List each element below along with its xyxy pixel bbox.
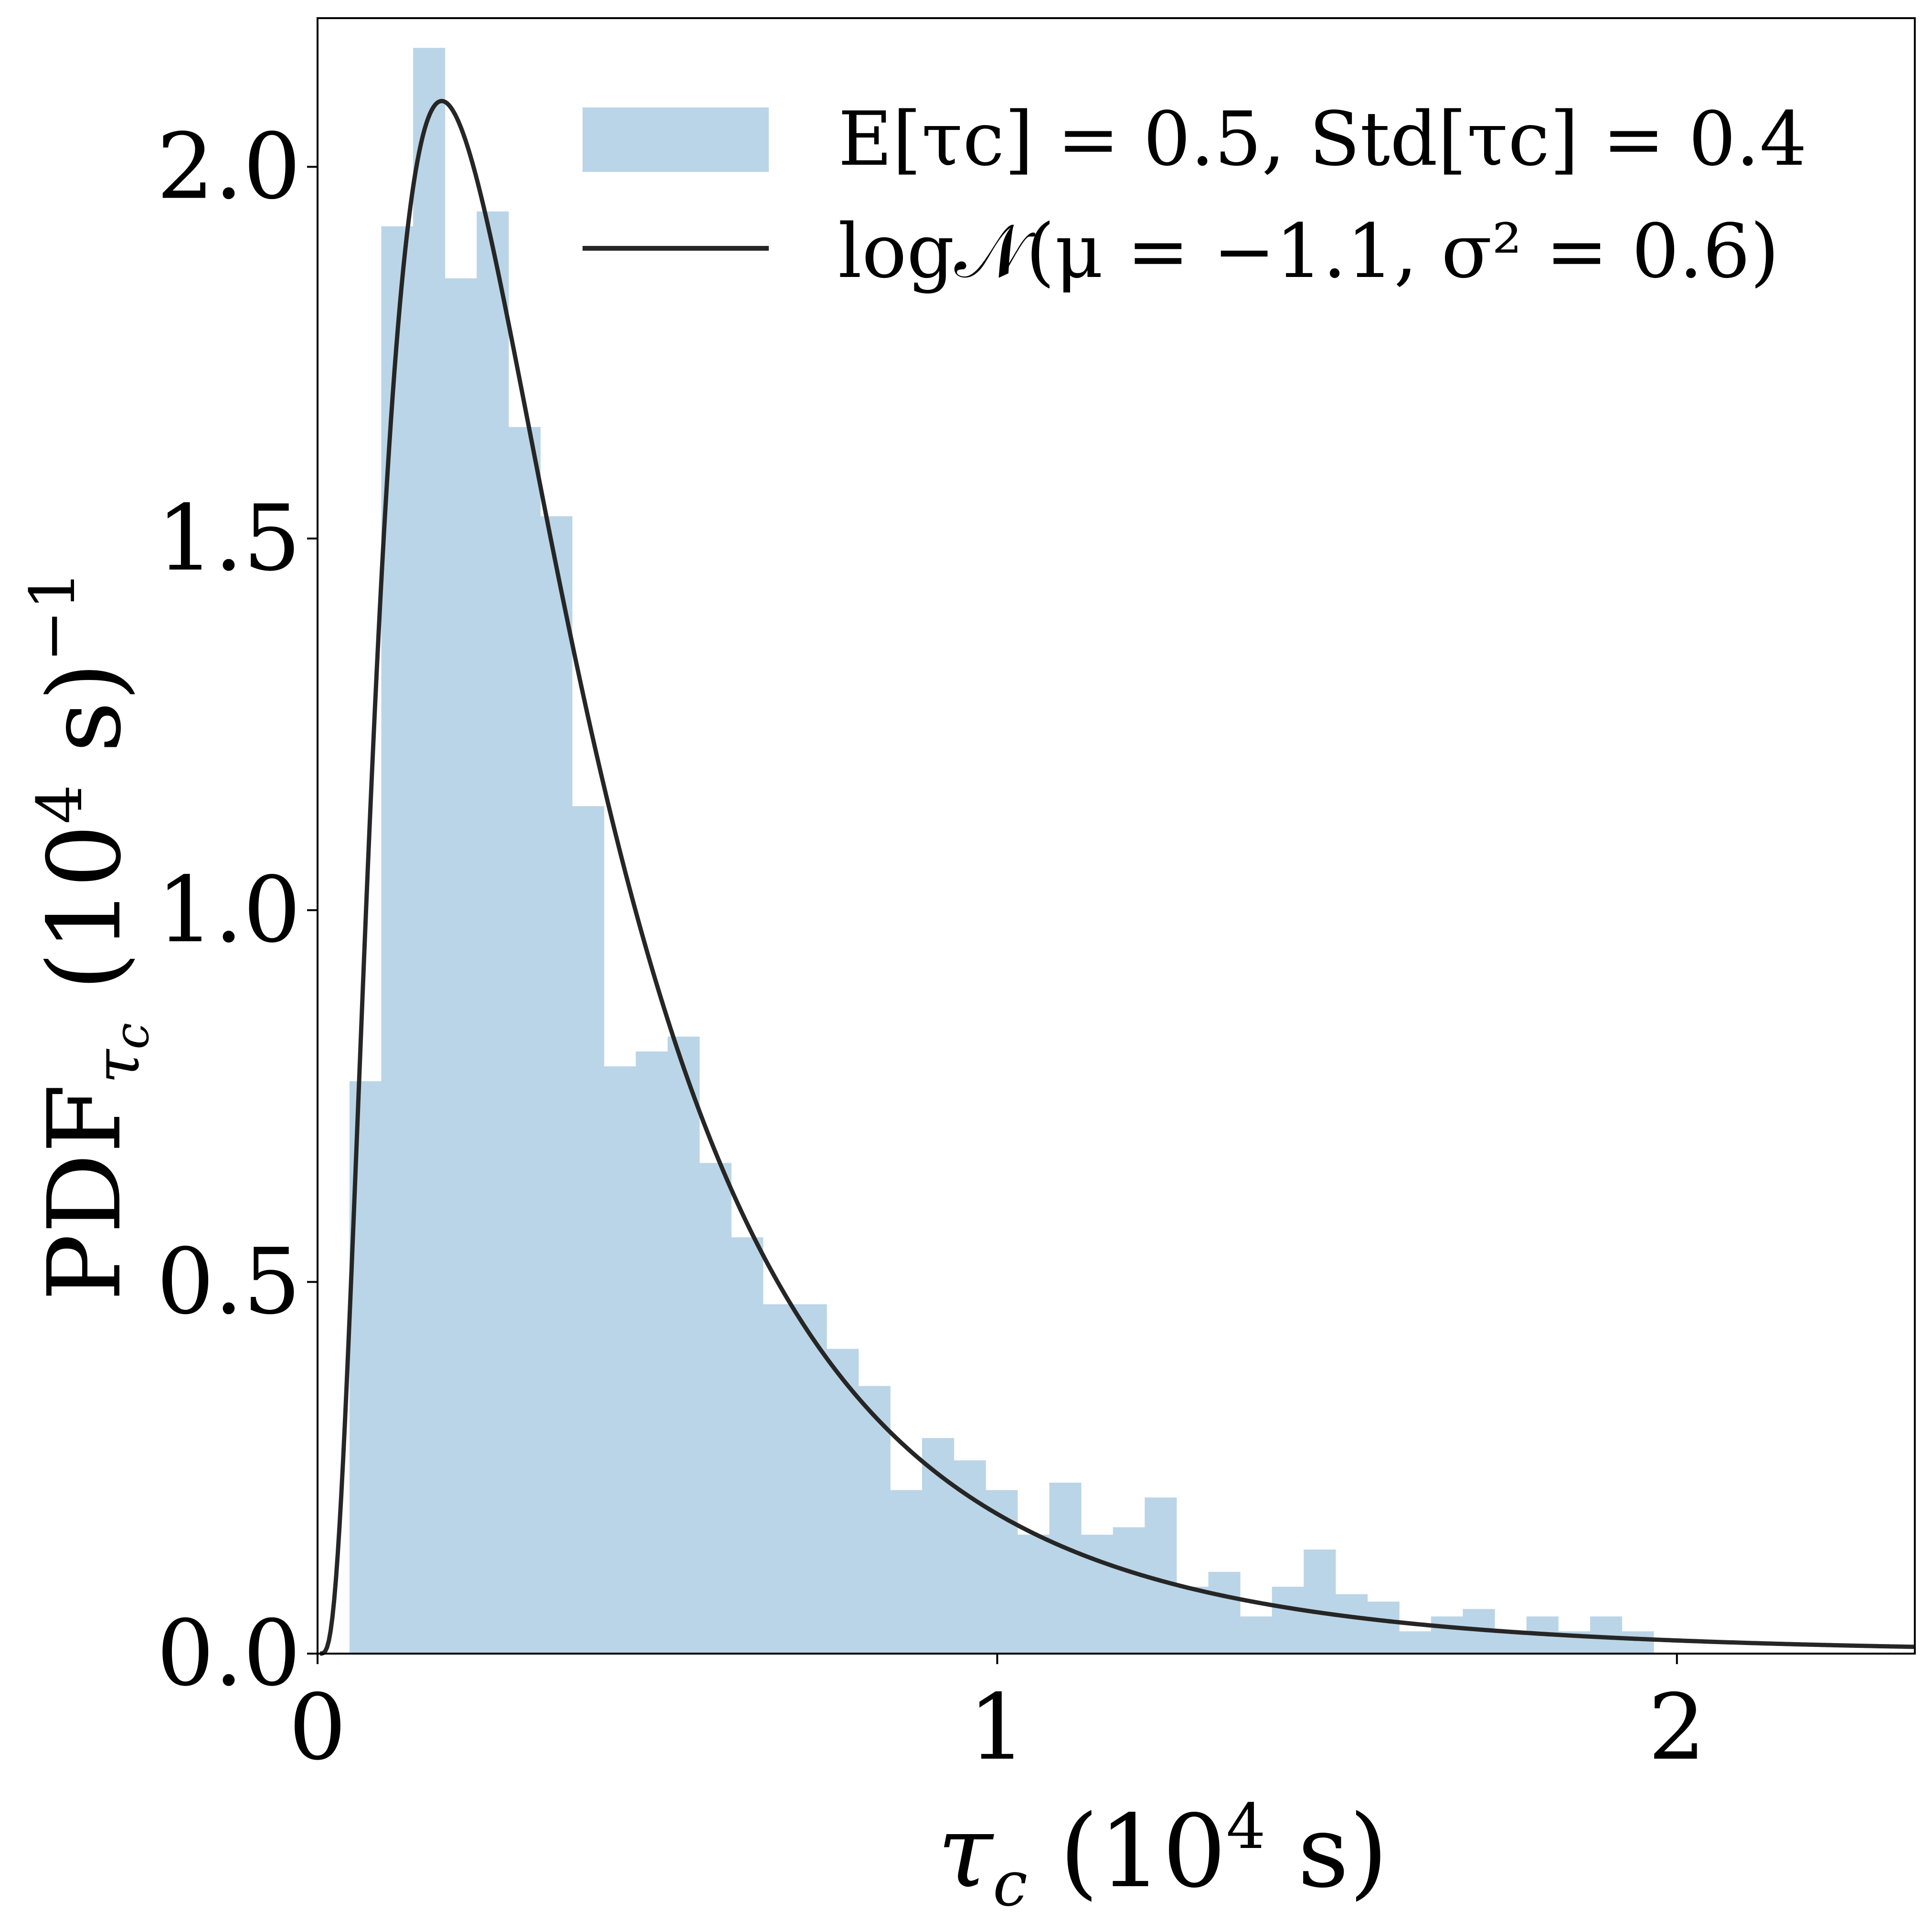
x-tick-label: 2 <box>1648 1675 1706 1780</box>
x-tick-label: 0 <box>289 1675 347 1780</box>
histogram-bar <box>572 806 605 1654</box>
legend-hist-label: E[τc] = 0.5, Std[τc] = 0.4 <box>838 96 1807 182</box>
y-axis-ticks: 0.0 0.5 1.0 1.5 2.0 <box>157 114 318 1706</box>
y-tick-label: 1.0 <box>157 857 301 963</box>
y-axis-label: PDFτc (104 s)−1 <box>16 571 159 1301</box>
histogram-bar <box>1113 1527 1145 1654</box>
plot-frame <box>317 17 1916 1655</box>
histogram-bar <box>636 1051 668 1654</box>
histogram-bar <box>508 427 541 1654</box>
histogram-bar <box>445 278 477 1654</box>
histogram-bar <box>922 1438 955 1654</box>
histogram-bar <box>1335 1594 1368 1654</box>
histogram-bar <box>1304 1550 1336 1654</box>
histogram-bar <box>827 1348 859 1654</box>
y-tick-label: 0.0 <box>157 1601 301 1706</box>
histogram-bar <box>858 1386 891 1654</box>
histogram-bar <box>477 211 509 1654</box>
histogram-bar <box>540 516 573 1654</box>
histogram-bar <box>795 1304 827 1654</box>
x-axis-ticks: 0 1 2 <box>289 1654 1706 1780</box>
histogram-bar <box>381 226 414 1654</box>
legend: E[τc] = 0.5, Std[τc] = 0.4 log𝒩(μ = −1.1… <box>583 96 1807 295</box>
histogram-bar <box>1240 1616 1273 1654</box>
histogram-bar <box>1017 1534 1050 1654</box>
histogram-bar <box>1049 1482 1082 1654</box>
lognormal-fit-curve <box>319 99 1915 1656</box>
x-tick-label: 1 <box>968 1675 1026 1780</box>
y-tick-label: 1.5 <box>157 486 301 591</box>
y-tick-label: 0.5 <box>157 1229 301 1335</box>
legend-curve-label: log𝒩(μ = −1.1, σ² = 0.6) <box>838 208 1779 295</box>
histogram-bar <box>1176 1586 1209 1654</box>
histogram-bar <box>1622 1631 1654 1654</box>
histogram-bar <box>1367 1602 1400 1654</box>
histogram-bar <box>890 1490 923 1654</box>
histogram-bar <box>413 48 446 1654</box>
histogram-bar <box>1208 1571 1241 1654</box>
histogram-bar <box>1399 1631 1432 1654</box>
histogram-bar <box>954 1460 986 1654</box>
histogram-bar <box>1495 1631 1527 1654</box>
legend-hist-swatch <box>583 107 769 172</box>
y-tick-label: 2.0 <box>157 114 301 219</box>
x-axis-label: τc (104 s) <box>937 1790 1388 1920</box>
histogram-bar <box>668 1036 700 1654</box>
histogram-bar <box>1431 1616 1463 1654</box>
histogram-bar <box>1081 1534 1114 1654</box>
histogram-bar <box>699 1163 732 1654</box>
histogram-bar <box>1272 1586 1304 1654</box>
histogram-bars <box>349 48 1654 1654</box>
histogram-bar <box>763 1304 796 1654</box>
histogram-bar <box>604 1066 636 1654</box>
histogram-bar <box>731 1237 764 1654</box>
